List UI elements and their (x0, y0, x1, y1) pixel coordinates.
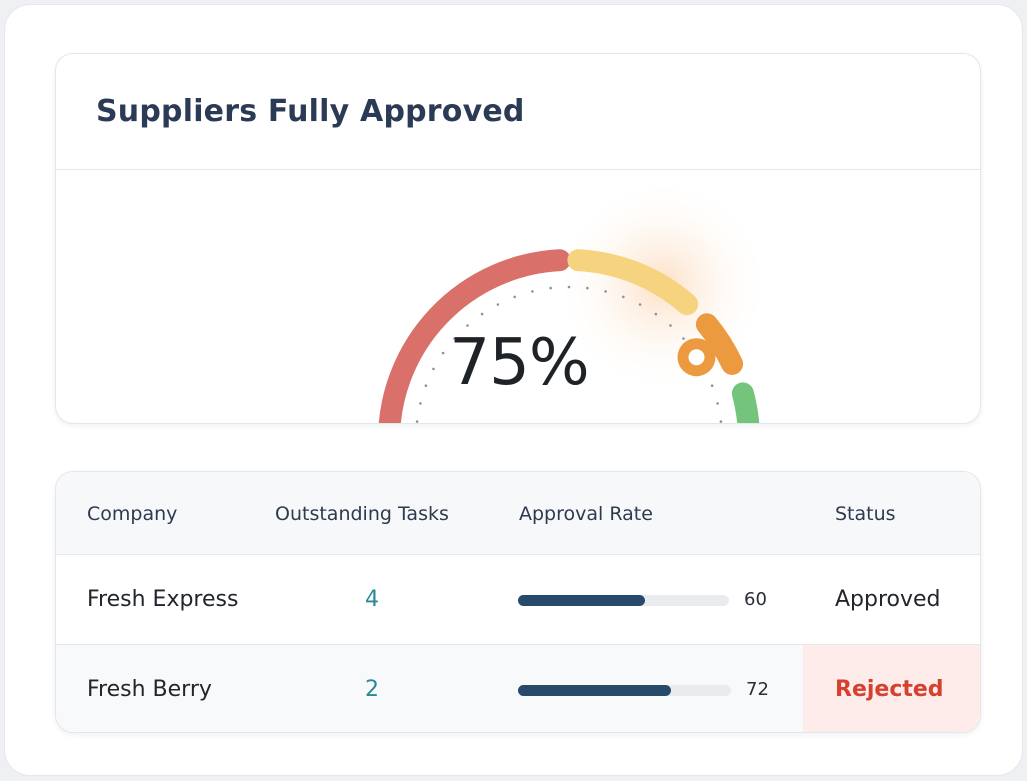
gauge-tick (415, 420, 419, 423)
gauge-segment-yellow (567, 249, 699, 316)
approval-rate-value: 72 (746, 679, 769, 700)
approval-rate-bar (518, 595, 729, 606)
gauge-tick (466, 324, 469, 327)
gauge-tick (622, 295, 625, 299)
gauge-title: Suppliers Fully Approved (96, 94, 525, 129)
gauge-tick (567, 285, 571, 289)
gauge-segment-green (731, 382, 760, 423)
header-outstanding-tasks[interactable]: Outstanding Tasks (275, 502, 449, 525)
gauge-tick (549, 286, 552, 290)
gauge-tick (638, 303, 642, 306)
gauge-segment-red (378, 249, 571, 423)
gauge-tick (453, 337, 456, 340)
gauge-tick (432, 367, 435, 371)
gauge-segment-orange (695, 313, 744, 375)
company-name: Fresh Berry (87, 676, 212, 702)
gauge-tick (719, 420, 723, 423)
gauge-tick (441, 351, 445, 355)
header-company[interactable]: Company (87, 502, 178, 525)
gauge-tick (716, 402, 719, 405)
gauge-tick (710, 384, 714, 387)
gauge-tick (424, 384, 428, 387)
company-name: Fresh Express (87, 587, 239, 612)
gauge-tick (480, 312, 484, 316)
approval-rate-bar (518, 685, 731, 696)
gauge-tick (586, 286, 589, 290)
gauge-tick (531, 290, 534, 293)
header-approval-rate[interactable]: Approval Rate (519, 502, 653, 525)
gauge-header: Suppliers Fully Approved (56, 54, 980, 170)
header-status[interactable]: Status (835, 502, 896, 525)
gauge-needle-knob (677, 338, 716, 377)
outstanding-tasks: 4 (365, 587, 379, 612)
gauge-tick (496, 303, 500, 306)
status-cell-highlight (803, 645, 980, 732)
outstanding-tasks: 2 (365, 676, 379, 702)
table-header: Company Outstanding Tasks Approval Rate … (56, 472, 980, 555)
gauge-tick (654, 312, 658, 316)
gauge-chart (378, 175, 772, 423)
gauge-tick (513, 295, 516, 299)
gauge-tick (419, 402, 422, 405)
suppliers-table: Company Outstanding Tasks Approval Rate … (55, 471, 981, 733)
status-badge: Approved (835, 587, 941, 612)
approval-rate-bar-fill (518, 685, 672, 696)
gauge-value: 75% (449, 326, 589, 400)
app-frame: Suppliers Fully Approved 75% (4, 4, 1023, 776)
gauge-card: Suppliers Fully Approved 75% (55, 53, 981, 424)
gauge-tick (669, 324, 672, 327)
status-badge: Rejected (835, 676, 944, 702)
approval-rate-value: 60 (744, 589, 767, 610)
table-row[interactable]: Fresh Express 4 60 Approved (56, 555, 980, 645)
table-row[interactable]: Fresh Berry 2 72 Rejected (56, 645, 980, 732)
gauge-tick (604, 290, 607, 293)
gauge-tick (682, 337, 685, 340)
approval-rate-bar-fill (518, 595, 645, 606)
